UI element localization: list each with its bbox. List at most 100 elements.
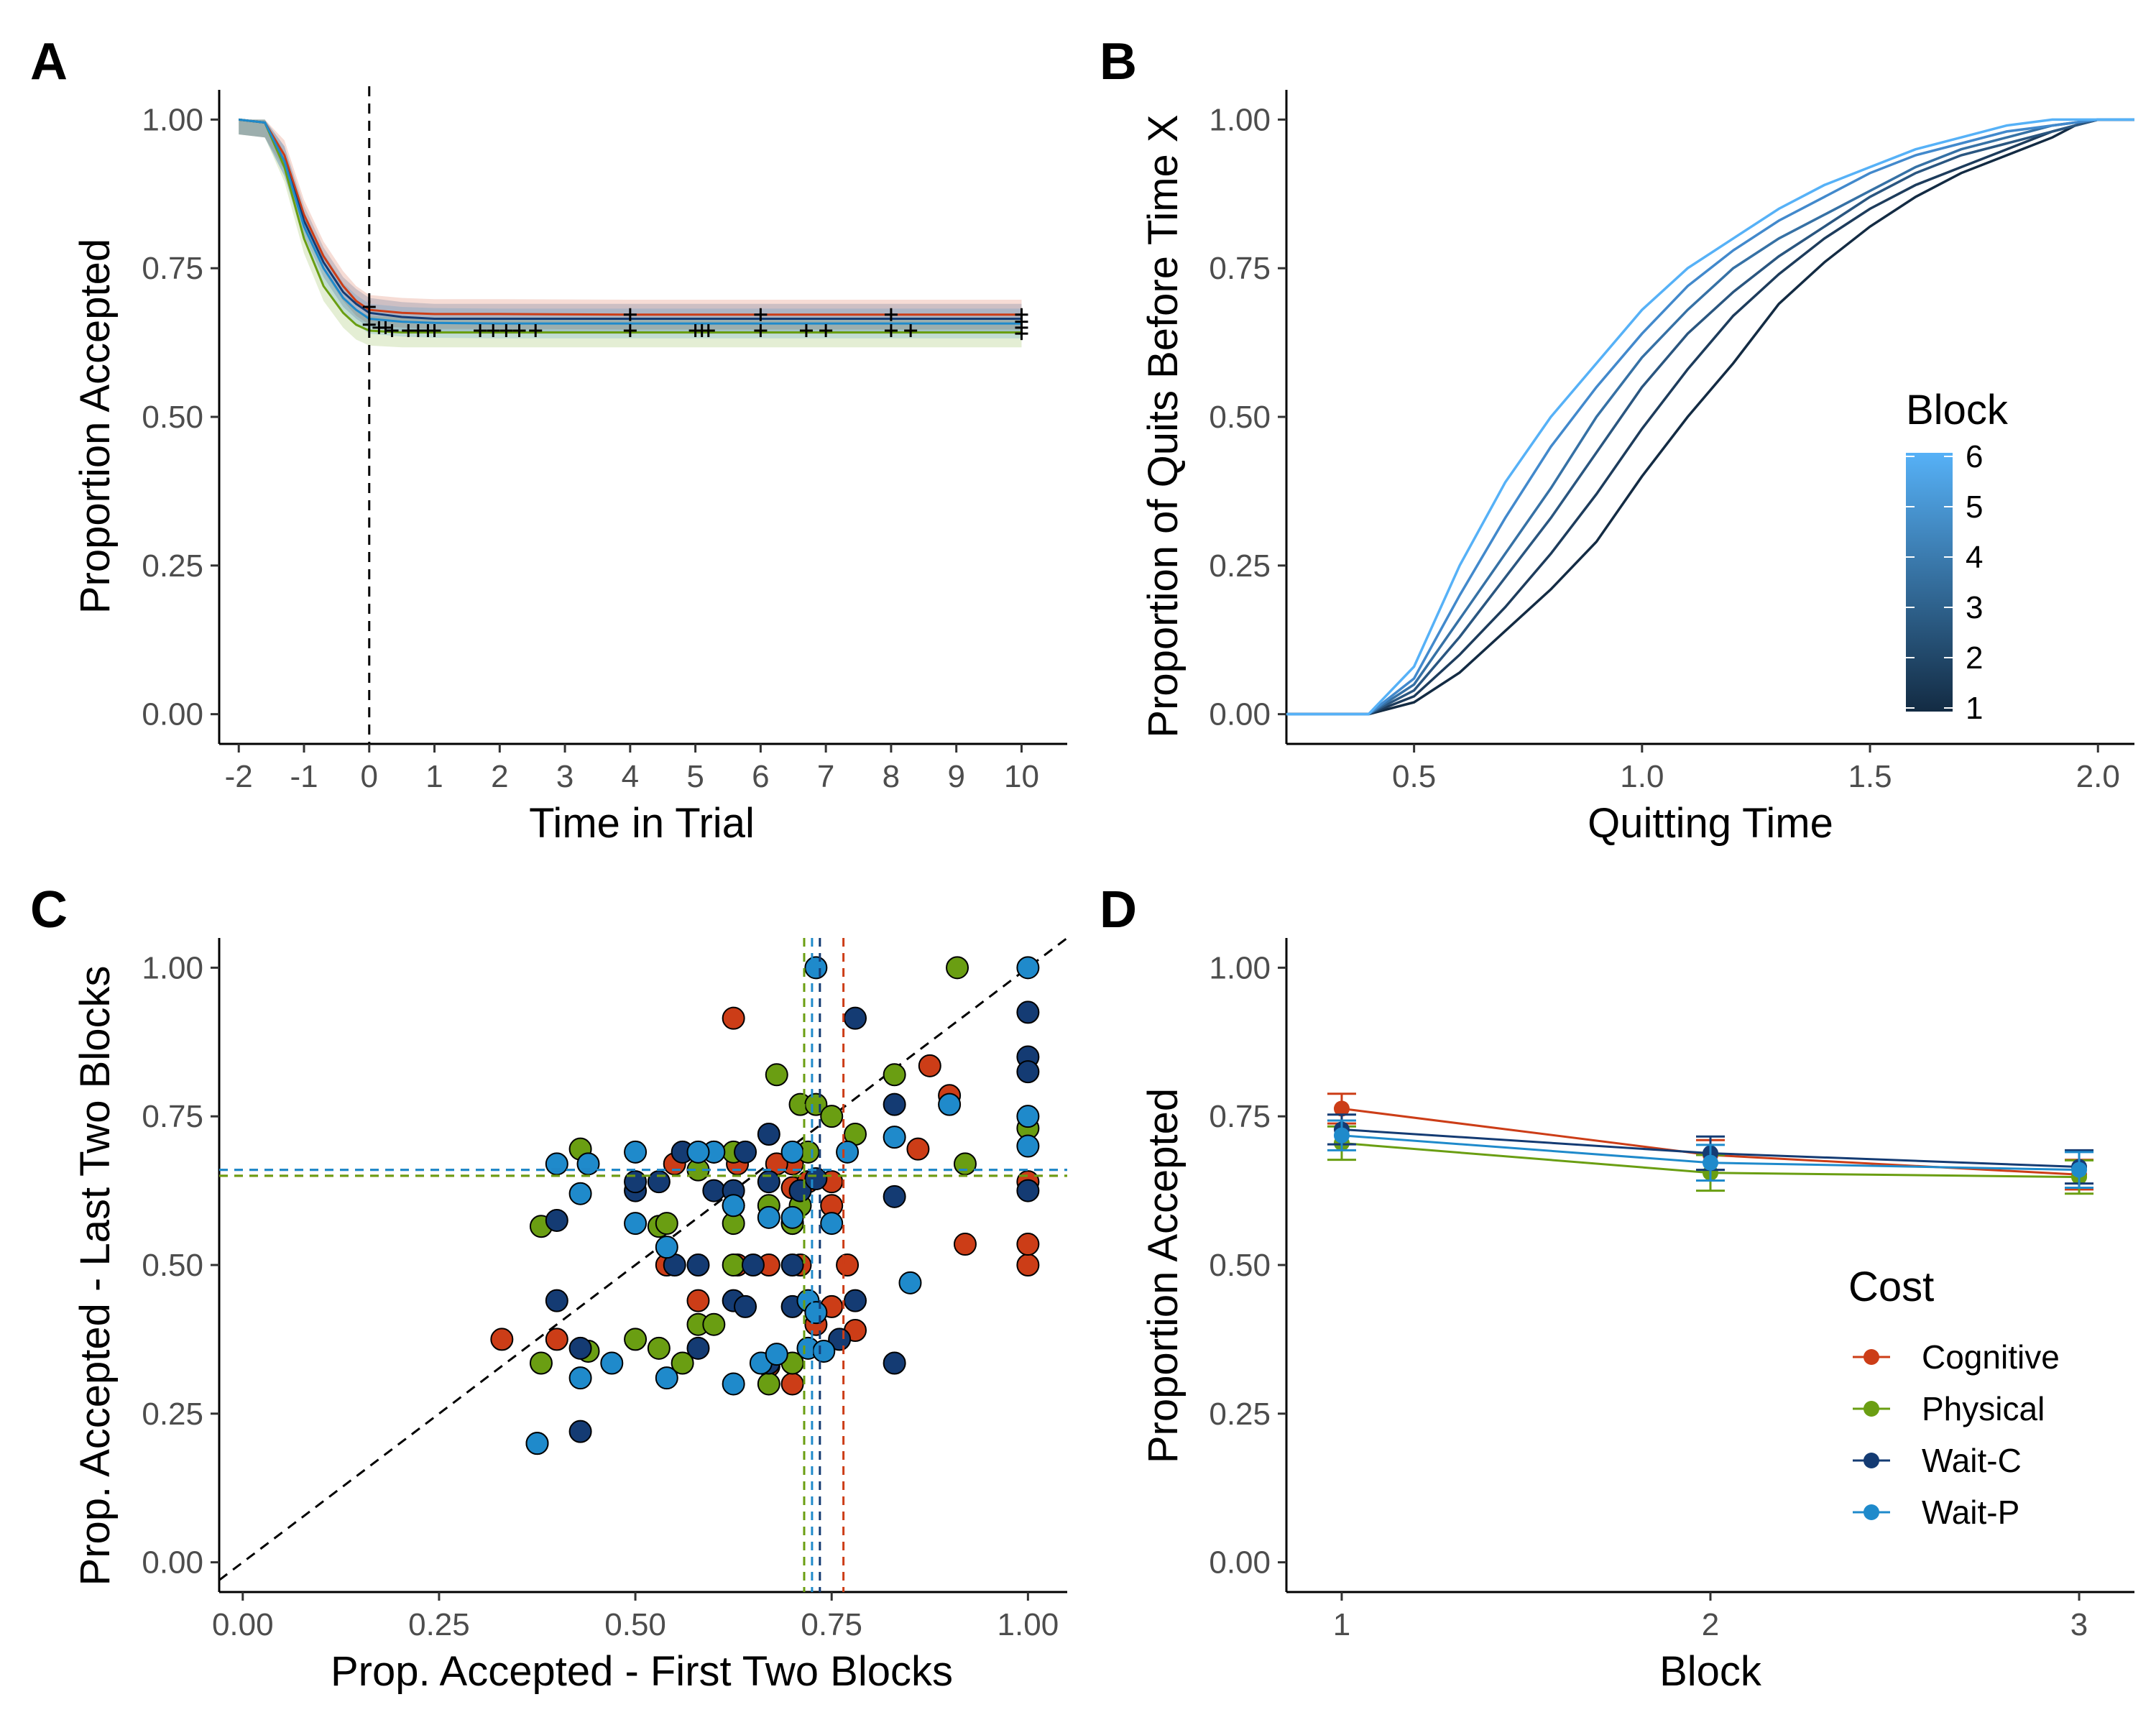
panel-c-point-wait-c — [741, 1254, 765, 1276]
panel-c-point-wait-c — [702, 1179, 726, 1202]
panel-d-legend-key-dot — [1864, 1504, 1879, 1520]
panel-c-point-wait-p — [655, 1236, 678, 1259]
panel-c-point-wait-c — [757, 1170, 780, 1194]
panel-b-x-tick-label: 1.0 — [1620, 759, 1664, 794]
panel-c-point-physical — [529, 1351, 553, 1375]
panel-a-x-tick-label: 9 — [947, 759, 964, 794]
panel-c-point-wait-p — [804, 956, 828, 980]
panel-c-point-wait-p — [780, 1140, 804, 1164]
panel-a-y-tick-label: 1.00 — [142, 102, 203, 137]
panel-d-y-tick-label: 0.00 — [1209, 1545, 1271, 1581]
panel-c-point-wait-p — [883, 1126, 906, 1149]
panel-d-legend-key-dot — [1864, 1349, 1879, 1365]
panel-d-xlabel: Block — [1659, 1648, 1762, 1695]
panel-b-colorbar-label: 2 — [1966, 640, 1983, 676]
panel-d-point-wait-p — [2071, 1162, 2088, 1178]
panel-letter-c: C — [30, 881, 68, 939]
panel-a-censor-mark — [499, 324, 513, 338]
panel-c-point-physical — [655, 1212, 678, 1236]
panel-c-point-wait-p — [1016, 1105, 1040, 1128]
panel-c-point-wait-p — [765, 1343, 788, 1366]
panel-c-point-physical — [946, 956, 969, 980]
panel-c-point-wait-p — [568, 1182, 592, 1205]
panel-a-censor-mark — [623, 308, 637, 321]
panel-a-x-tick-label: 10 — [1004, 759, 1039, 794]
panel-c-point-physical — [647, 1336, 671, 1360]
panel-d-legend-label: Wait-C — [1922, 1442, 2022, 1479]
panel-b-y-tick-label: 0.50 — [1209, 400, 1271, 435]
panel-a-y-tick-label: 0.50 — [142, 400, 203, 435]
panel-a-survival-curves: 0.00 0.25 0.50 0.75 1.00 -2 -1 0 1 2 3 4 5 6 7 8 9 10 — [142, 86, 1067, 794]
panel-c-point-physical — [671, 1351, 694, 1375]
panel-d-y-tick-label: 0.75 — [1209, 1099, 1271, 1134]
panel-c-point-wait-p — [686, 1140, 710, 1164]
panel-c-point-wait-c — [883, 1351, 906, 1375]
panel-c-point-wait-c — [1016, 1000, 1040, 1024]
panel-a-censor-mark — [884, 324, 898, 338]
panel-a-ci-ribbon — [239, 119, 1022, 330]
panel-c-point-wait-c — [757, 1123, 780, 1146]
panel-c-point-cognitive — [545, 1328, 568, 1351]
panel-c-point-cognitive — [490, 1328, 514, 1351]
panel-letter-d: D — [1100, 881, 1137, 939]
panel-c-point-wait-p — [525, 1432, 549, 1455]
panel-a-y-tick-label: 0.00 — [142, 697, 203, 732]
panel-c-point-physical — [702, 1312, 726, 1336]
panel-c-point-physical — [757, 1372, 780, 1396]
panel-d-point-wait-p — [1333, 1127, 1350, 1144]
panel-d-point-cognitive — [1333, 1100, 1350, 1117]
panel-c-point-cognitive — [1016, 1233, 1040, 1256]
panel-c-point-wait-c — [883, 1184, 906, 1208]
panel-a-x-tick-label: 4 — [622, 759, 639, 794]
panel-c-point-physical — [765, 1063, 788, 1087]
panel-c-point-wait-c — [734, 1294, 757, 1318]
panel-letter-a: A — [30, 33, 68, 91]
panel-c-point-wait-c — [647, 1170, 671, 1194]
panel-b-colorbar-label: 1 — [1966, 691, 1983, 726]
panel-a-censor-mark — [701, 324, 715, 338]
panel-c-point-wait-c — [780, 1254, 804, 1276]
panel-a-censor-mark — [623, 324, 637, 338]
panel-d-legend-label: Physical — [1922, 1390, 2045, 1427]
panel-c-y-tick-label: 1.00 — [142, 950, 203, 985]
panel-b-ylabel: Proportion of Quits Before Time X — [1140, 114, 1187, 737]
panel-a-censor-mark — [362, 318, 376, 331]
panel-c-point-wait-p — [820, 1212, 844, 1236]
panel-c-point-cognitive — [836, 1254, 860, 1276]
panel-a-censor-mark — [754, 324, 768, 338]
panel-c-point-wait-p — [1016, 956, 1040, 980]
panel-b-block-line-1 — [1286, 118, 2134, 716]
panel-d-x-tick-label: 1 — [1333, 1607, 1350, 1642]
panel-d-legend-key-dot — [1864, 1401, 1879, 1417]
panel-d-y-tick-label: 0.25 — [1209, 1397, 1271, 1432]
panel-b-y-tick-label: 0.75 — [1209, 251, 1271, 286]
panel-a-censor-mark — [379, 321, 392, 334]
panel-c-point-wait-p — [568, 1366, 592, 1390]
panel-d-legend-label: Cognitive — [1922, 1338, 2060, 1376]
panel-b-block-line-2 — [1286, 118, 2134, 716]
panel-a-x-tick-label: 3 — [556, 759, 573, 794]
panel-b-y-tick-label: 1.00 — [1209, 102, 1271, 137]
panel-c-point-wait-p — [898, 1271, 922, 1294]
panel-c-point-wait-p — [576, 1152, 600, 1176]
panel-c-point-physical — [722, 1254, 745, 1276]
panel-c-point-wait-p — [722, 1372, 745, 1396]
panel-b-legend-title: Block — [1906, 387, 2009, 433]
panel-d-y-tick-label: 0.50 — [1209, 1248, 1271, 1283]
panel-d-legend-label: Wait-P — [1922, 1494, 2019, 1531]
panel-c-y-tick-label: 0.00 — [142, 1545, 203, 1581]
panel-c-point-wait-p — [780, 1205, 804, 1229]
panel-c-point-wait-p — [757, 1205, 780, 1229]
panel-c-point-wait-p — [1016, 1134, 1040, 1158]
panel-a-censor-mark — [474, 324, 487, 338]
panel-d-legend-title: Cost — [1848, 1264, 1934, 1310]
panel-a-ci-ribbon — [239, 119, 1022, 339]
panel-c-point-wait-c — [788, 1179, 812, 1202]
panel-a-y-tick-label: 0.25 — [142, 548, 203, 584]
panel-c-point-physical — [953, 1152, 977, 1176]
panel-c-point-physical — [624, 1328, 648, 1351]
panel-a-x-tick-label: 0 — [361, 759, 378, 794]
panel-a-survival-line — [239, 118, 1022, 316]
panel-c-point-cognitive — [1016, 1254, 1040, 1276]
